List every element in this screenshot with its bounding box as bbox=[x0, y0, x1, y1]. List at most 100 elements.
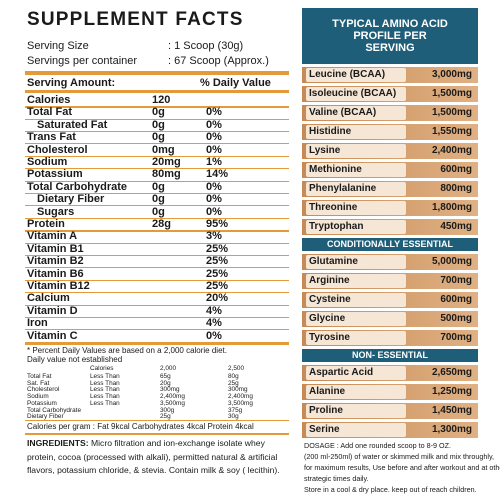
amino-value: 450mg bbox=[440, 221, 472, 232]
amino-name: Alanine bbox=[306, 385, 406, 399]
amino-name: Histidine bbox=[306, 125, 406, 139]
nutrient-dv: 4% bbox=[206, 304, 222, 317]
dosage: (200 ml-250ml) of water or skimmed milk … bbox=[304, 452, 494, 461]
section-heading: NON- ESSENTIAL bbox=[302, 349, 478, 362]
nutrient-amount: 0g bbox=[152, 118, 165, 131]
amino-row: Glutamine 5,000mg bbox=[302, 254, 478, 270]
nutrient-name: Vitamin B2 bbox=[27, 255, 84, 268]
amino-value: 700mg bbox=[440, 332, 472, 343]
nutrient-name: Sodium bbox=[27, 156, 68, 168]
amino-name: Phenylalanine bbox=[306, 182, 406, 196]
amino-value: 1,800mg bbox=[431, 202, 472, 213]
nutrient-name: Vitamin A bbox=[27, 230, 78, 243]
amino-name: Leucine (BCAA) bbox=[306, 68, 406, 82]
nutrient-amount: 0g bbox=[152, 180, 165, 193]
amino-title: TYPICAL AMINO ACID PROFILE PER SERVING bbox=[332, 18, 448, 54]
amino-name: Threonine bbox=[306, 201, 406, 215]
nutrient-name: Total Carbohydrate bbox=[27, 180, 128, 193]
amino-row: Glycine 500mg bbox=[302, 311, 478, 327]
dv-2500: 375g bbox=[228, 406, 243, 414]
dv-2500: 30g bbox=[228, 413, 239, 421]
amino-row: Alanine 1,250mg bbox=[302, 384, 478, 400]
amino-name: Aspartic Acid bbox=[306, 366, 406, 380]
rule bbox=[25, 230, 289, 232]
dv-limit: Less Than bbox=[90, 393, 120, 401]
dv-2500: 3,500mg bbox=[228, 399, 253, 407]
amino-value: 2,400mg bbox=[431, 145, 472, 156]
amino-value: 600mg bbox=[440, 164, 472, 175]
ingredients-label: INGREDIENTS: bbox=[27, 438, 89, 448]
amino-name: Isoleucine (BCAA) bbox=[306, 87, 406, 101]
nutrient-dv: 25% bbox=[206, 267, 229, 280]
column-dv: % Daily Value bbox=[200, 77, 271, 89]
amino-value: 800mg bbox=[440, 183, 472, 194]
rule bbox=[25, 168, 289, 169]
rule bbox=[25, 143, 289, 144]
dv-name: Dietary Fiber bbox=[27, 413, 64, 421]
dv-2000: 2,400mg bbox=[160, 393, 185, 401]
nutrient-dv: 0% bbox=[206, 131, 222, 144]
dv-2000: 20g bbox=[160, 379, 171, 387]
dosage: strategic times daily. bbox=[304, 474, 369, 483]
nutrient-name: Vitamin B6 bbox=[27, 267, 84, 280]
nutrient-dv: 0% bbox=[206, 143, 222, 156]
nutrient-name: Calories bbox=[27, 94, 71, 106]
nutrient-dv: 0% bbox=[206, 106, 222, 119]
nutrient-amount: 0mg bbox=[152, 143, 175, 156]
dosage: for maximum results, Use before and afte… bbox=[304, 463, 500, 472]
nutrient-name: Potassium bbox=[27, 168, 83, 181]
nutrient-dv: 14% bbox=[206, 168, 229, 181]
nutrient-dv: 20% bbox=[206, 292, 229, 305]
dv-2000: 65g bbox=[160, 373, 171, 380]
dv-header: 2,000 bbox=[160, 365, 176, 372]
amino-value: 700mg bbox=[440, 275, 472, 286]
serving-size-label: Serving Size bbox=[27, 40, 89, 52]
amino-value: 1,250mg bbox=[431, 386, 472, 397]
dv-limit: Less Than bbox=[90, 373, 120, 380]
rule bbox=[25, 317, 289, 318]
dv-2500: 80g bbox=[228, 373, 239, 380]
calories-per-gram: Calories per gram : Fat 9kcal Carbohydra… bbox=[27, 422, 254, 431]
amino-row: Phenylalanine 800mg bbox=[302, 181, 478, 197]
nutrient-dv: 0% bbox=[206, 329, 222, 342]
rule bbox=[25, 180, 289, 182]
nutrient-dv: 0% bbox=[206, 180, 222, 193]
amino-value: 500mg bbox=[440, 313, 472, 324]
amino-name: Arginine bbox=[306, 274, 406, 288]
amino-value: 600mg bbox=[440, 294, 472, 305]
dosage: DOSAGE : Add one rounded scoop to 8-9 OZ… bbox=[304, 441, 452, 450]
nutrient-dv: 3% bbox=[206, 230, 222, 243]
nutrient-name: Vitamin D bbox=[27, 304, 78, 317]
dv-2500: 2,400mg bbox=[228, 393, 253, 401]
ingredients-text: Micro filtration and ion-exchange isolat… bbox=[27, 438, 280, 475]
nutrient-name: Vitamin B1 bbox=[27, 242, 84, 255]
serving-size-value: : 1 Scoop (30g) bbox=[168, 40, 244, 52]
rule bbox=[25, 106, 289, 108]
dv-name: Total Carbohydrate bbox=[27, 406, 81, 414]
nutrient-amount: 28g bbox=[152, 218, 171, 230]
rule bbox=[25, 420, 289, 421]
amino-value: 5,000mg bbox=[431, 256, 472, 267]
footnote: Daily value not established bbox=[27, 355, 123, 364]
nutrient-dv: 0% bbox=[206, 118, 222, 131]
rule bbox=[25, 90, 289, 93]
dv-2500: 300mg bbox=[228, 386, 248, 394]
amino-row: Cysteine 600mg bbox=[302, 292, 478, 308]
dv-2000: 3,500mg bbox=[160, 399, 185, 407]
dv-name: Total Fat bbox=[27, 373, 52, 380]
dv-name: Cholesterol bbox=[27, 386, 60, 394]
amino-name: Lysine bbox=[306, 144, 406, 158]
amino-name: Valine (BCAA) bbox=[306, 106, 406, 120]
nutrient-name: Vitamin C bbox=[27, 329, 78, 342]
rule bbox=[25, 193, 289, 194]
amino-row: Leucine (BCAA) 3,000mg bbox=[302, 67, 478, 83]
amino-row: Threonine 1,800mg bbox=[302, 200, 478, 216]
amino-value: 1,450mg bbox=[431, 405, 472, 416]
nutrient-name: Iron bbox=[27, 317, 48, 330]
nutrient-name: Cholesterol bbox=[27, 143, 88, 156]
rule bbox=[25, 342, 289, 345]
servings-value: : 67 Scoop (Approx.) bbox=[168, 55, 269, 67]
nutrient-amount: 0g bbox=[152, 193, 165, 206]
section-heading: CONDITIONALLY ESSENTIAL bbox=[302, 238, 478, 251]
dv-name: Potassium bbox=[27, 399, 57, 407]
